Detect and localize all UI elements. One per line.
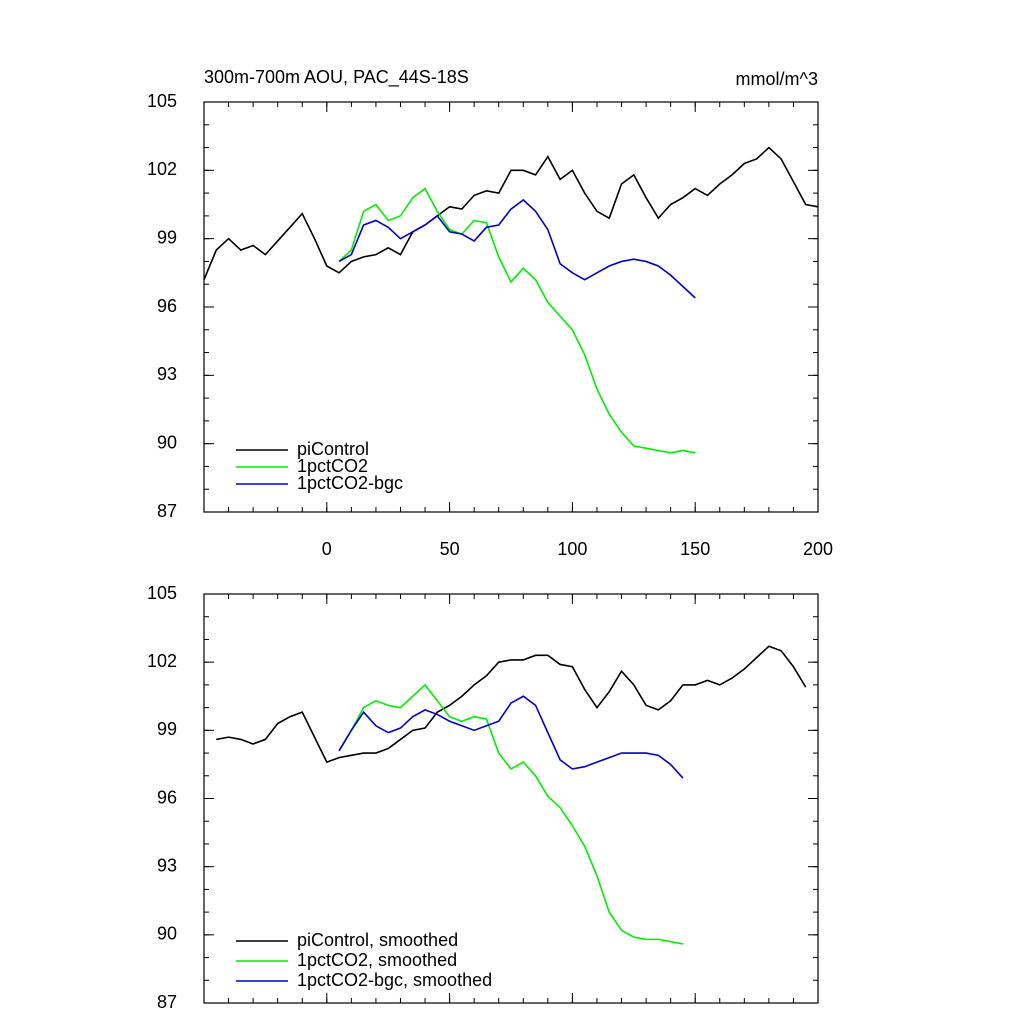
y-tick-label: 99	[157, 227, 177, 247]
data-line	[338, 198, 696, 299]
data-line	[203, 146, 819, 280]
y-tick-label: 96	[157, 787, 177, 807]
data-line	[338, 187, 696, 454]
data-line	[216, 645, 807, 764]
y-tick-label: 93	[157, 364, 177, 384]
legend-label: 1pctCO2-bgc	[297, 473, 403, 493]
y-tick-label: 90	[157, 924, 177, 944]
x-tick-label: 150	[680, 539, 710, 559]
y-tick-label: 105	[147, 583, 177, 603]
y-tick-label: 87	[157, 501, 177, 521]
y-tick-label: 96	[157, 296, 177, 316]
legend-label: 1pctCO2-bgc, smoothed	[297, 970, 492, 990]
legend-label: 1pctCO2	[297, 456, 368, 476]
y-tick-label: 105	[147, 91, 177, 111]
x-tick-label: 50	[440, 539, 460, 559]
data-line	[338, 683, 684, 945]
x-tick-label: 200	[803, 539, 833, 559]
y-tick-label: 99	[157, 719, 177, 739]
y-tick-label: 102	[147, 159, 177, 179]
legend-label: piControl, smoothed	[297, 930, 458, 950]
y-tick-label: 102	[147, 651, 177, 671]
legend-label: piControl	[297, 439, 369, 459]
y-tick-label: 87	[157, 992, 177, 1012]
x-tick-label: 100	[557, 539, 587, 559]
y-tick-label: 93	[157, 855, 177, 875]
x-tick-label: 0	[322, 539, 332, 559]
data-line	[338, 695, 684, 779]
chart-title: 300m-700m AOU, PAC_44S-18S	[204, 67, 469, 88]
unit-label: mmol/m^3	[736, 69, 818, 89]
legend-label: 1pctCO2, smoothed	[297, 950, 457, 970]
y-tick-label: 90	[157, 432, 177, 452]
